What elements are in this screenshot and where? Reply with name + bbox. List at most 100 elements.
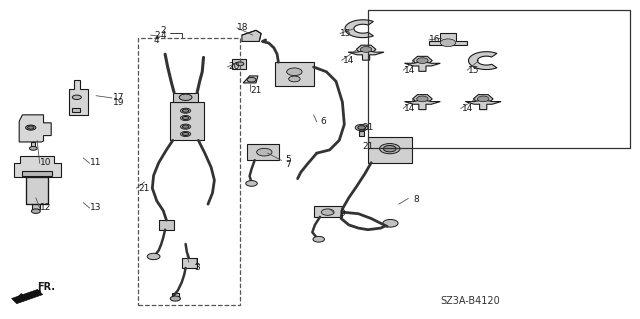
Circle shape (358, 126, 365, 130)
Text: 15: 15 (340, 29, 351, 38)
Circle shape (26, 125, 36, 130)
Circle shape (72, 95, 81, 100)
Circle shape (179, 94, 192, 100)
Text: 4: 4 (154, 36, 159, 45)
Polygon shape (14, 156, 61, 177)
Circle shape (180, 115, 191, 121)
Circle shape (180, 124, 191, 129)
Circle shape (383, 145, 396, 152)
Text: 21: 21 (362, 123, 374, 132)
Text: 3: 3 (195, 263, 200, 272)
Text: 20: 20 (228, 63, 239, 71)
Text: 14: 14 (342, 56, 354, 65)
Polygon shape (474, 95, 493, 103)
Polygon shape (173, 93, 198, 102)
Text: 19: 19 (113, 98, 124, 107)
Circle shape (180, 108, 191, 113)
Polygon shape (182, 258, 197, 268)
Circle shape (180, 131, 191, 137)
Polygon shape (242, 30, 261, 41)
Polygon shape (22, 171, 52, 176)
Text: 18: 18 (237, 23, 249, 32)
Circle shape (147, 253, 160, 260)
Polygon shape (243, 76, 258, 83)
Polygon shape (32, 204, 40, 209)
Text: 4: 4 (161, 31, 166, 40)
Circle shape (289, 76, 300, 82)
Circle shape (28, 126, 34, 129)
Text: 14: 14 (461, 104, 473, 113)
Polygon shape (348, 50, 384, 60)
Circle shape (321, 209, 334, 215)
Circle shape (440, 39, 456, 47)
Polygon shape (413, 56, 432, 65)
Polygon shape (26, 177, 48, 204)
Text: 15: 15 (468, 66, 479, 75)
Polygon shape (69, 80, 88, 115)
Circle shape (31, 209, 40, 213)
Circle shape (355, 124, 368, 131)
Polygon shape (159, 220, 174, 230)
Polygon shape (359, 131, 364, 136)
Polygon shape (72, 108, 80, 112)
Text: 21: 21 (362, 142, 374, 151)
Text: 21: 21 (250, 86, 262, 95)
Polygon shape (172, 293, 179, 297)
Text: 14: 14 (404, 104, 415, 113)
Polygon shape (31, 142, 35, 147)
Text: 5: 5 (285, 155, 291, 164)
Polygon shape (356, 45, 376, 54)
Text: 10: 10 (40, 158, 52, 167)
Polygon shape (368, 137, 412, 163)
Polygon shape (19, 115, 51, 142)
Circle shape (182, 109, 189, 112)
Polygon shape (314, 206, 342, 217)
Circle shape (380, 144, 400, 154)
Circle shape (257, 148, 272, 156)
Text: FR.: FR. (37, 282, 55, 292)
Text: 2: 2 (154, 31, 159, 40)
Polygon shape (429, 33, 467, 45)
Text: 12: 12 (40, 203, 52, 212)
Circle shape (246, 181, 257, 186)
Polygon shape (413, 95, 432, 103)
Circle shape (29, 146, 37, 150)
Text: 14: 14 (404, 66, 415, 75)
Circle shape (417, 96, 428, 102)
Polygon shape (468, 52, 497, 70)
Circle shape (383, 219, 398, 227)
Polygon shape (275, 62, 314, 86)
Text: 2: 2 (161, 26, 166, 35)
Text: 7: 7 (285, 160, 291, 169)
Text: 16: 16 (429, 35, 441, 44)
Circle shape (236, 62, 244, 66)
Polygon shape (170, 102, 204, 140)
Polygon shape (404, 100, 440, 110)
Polygon shape (465, 100, 501, 110)
Polygon shape (12, 289, 43, 304)
Circle shape (477, 96, 489, 102)
Polygon shape (345, 20, 373, 38)
Bar (138, 38, 240, 305)
Circle shape (182, 132, 189, 136)
Polygon shape (404, 62, 440, 71)
Text: 8: 8 (413, 195, 419, 204)
Text: 11: 11 (90, 158, 102, 167)
Polygon shape (232, 59, 246, 69)
Circle shape (247, 78, 256, 82)
Text: 9: 9 (340, 209, 345, 218)
Circle shape (360, 47, 372, 52)
Circle shape (417, 58, 428, 63)
Text: 1: 1 (195, 258, 200, 267)
Circle shape (182, 116, 189, 120)
Text: 6: 6 (321, 117, 326, 126)
Circle shape (287, 68, 302, 76)
Circle shape (182, 125, 189, 128)
Text: 17: 17 (113, 93, 124, 102)
Text: 13: 13 (90, 203, 102, 212)
Circle shape (313, 236, 324, 242)
Text: 21: 21 (138, 184, 150, 193)
Polygon shape (247, 144, 279, 160)
Circle shape (170, 296, 180, 301)
Text: SZ3A-B4120: SZ3A-B4120 (440, 296, 500, 307)
